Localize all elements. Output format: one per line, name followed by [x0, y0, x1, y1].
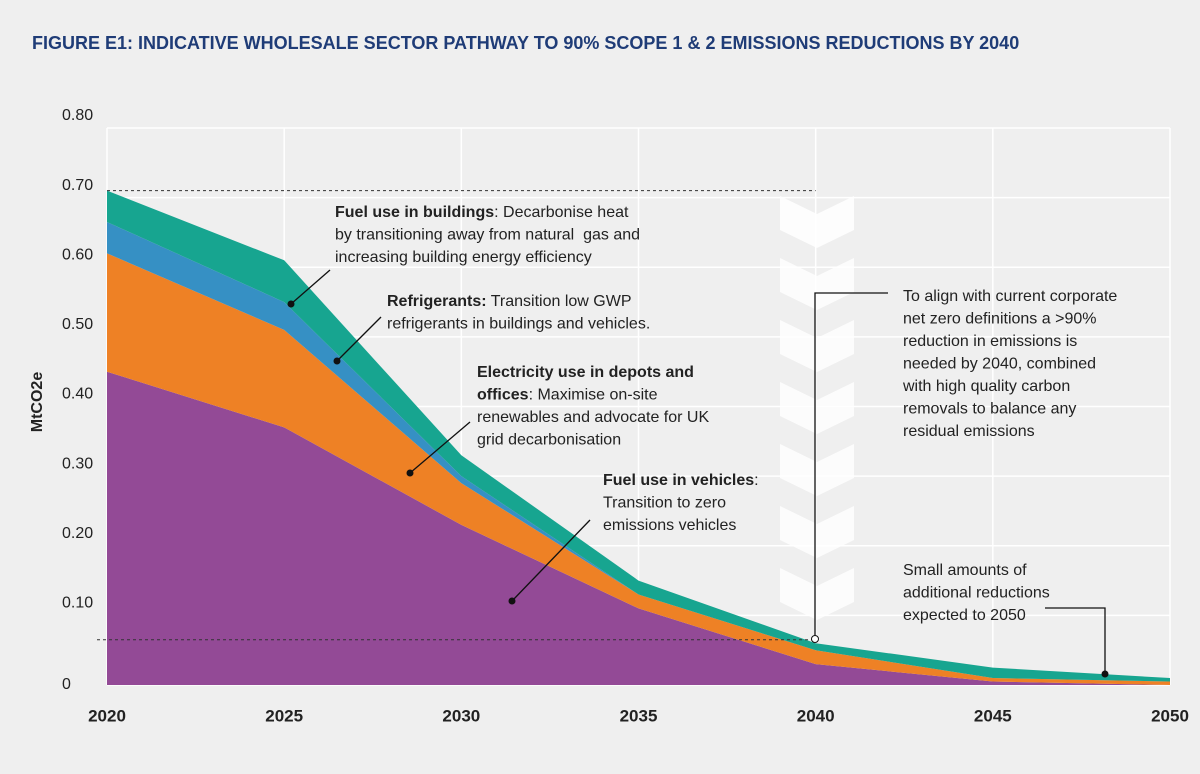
annotation-line: refrigerants in buildings and vehicles.: [387, 316, 650, 333]
y-tick-label: 0.10: [62, 595, 93, 612]
annotation-text: refrigerants in buildings and vehicles.: [387, 316, 650, 333]
annotation-text: with high quality carbon: [902, 378, 1070, 395]
y-tick-label: 0.80: [62, 107, 93, 124]
annotation-text: To align with current corporate: [903, 288, 1117, 305]
annotation-line: renewables and advocate for UK: [477, 409, 709, 426]
y-tick-label: 0: [62, 676, 71, 693]
x-tick-label: 2045: [974, 706, 1012, 725]
annotation-line: by transitioning away from natural gas a…: [335, 227, 640, 244]
annotation-text: Small amounts of: [903, 562, 1027, 579]
y-tick-label: 0.50: [62, 316, 93, 333]
chevrons: [780, 196, 854, 620]
annotation-text: expected to 2050: [903, 607, 1026, 624]
annotation-text: residual emissions: [903, 423, 1035, 440]
annotation-text: grid decarbonisation: [477, 432, 621, 449]
x-tick-label: 2020: [88, 706, 126, 725]
annotation-text: renewables and advocate for UK: [477, 409, 709, 426]
y-tick-label: 0.70: [62, 177, 93, 194]
annotation-line: Small amounts of: [903, 562, 1027, 579]
pointer-dots: [287, 300, 1109, 678]
annotation-bold: Refrigerants:: [387, 293, 487, 310]
annotation-line: removals to balance any: [903, 401, 1076, 418]
annotation-line: additional reductions: [903, 585, 1050, 602]
annotation-line: residual emissions: [903, 423, 1035, 440]
y-tick-label: 0.40: [62, 386, 93, 403]
annotation-line: To align with current corporate: [903, 288, 1117, 305]
area: [107, 253, 1170, 685]
x-tick-label: 2025: [265, 706, 303, 725]
x-tick-label: 2030: [442, 706, 480, 725]
annotation-text: by transitioning away from natural gas a…: [335, 227, 640, 244]
annotation-text: : Maximise on-site: [529, 387, 658, 404]
annotation-line: Fuel use in vehicles:: [603, 472, 759, 489]
annotation-bold: offices: [477, 387, 529, 404]
x-tick-label: 2035: [620, 706, 658, 725]
annotation-text: increasing building energy efficiency: [335, 249, 592, 266]
annotation-bold: Fuel use in vehicles: [603, 472, 754, 489]
x-tick-label: 2050: [1151, 706, 1189, 725]
annotation-line: Refrigerants: Transition low GWP: [387, 293, 632, 310]
annotation-line: Fuel use in buildings: Decarbonise heat: [335, 204, 629, 221]
y-tick-label: 0.20: [62, 525, 93, 542]
annotations: Fuel use in buildings: Decarbonise heat b…: [335, 204, 1117, 624]
chart-title: FIGURE E1: INDICATIVE WHOLESALE SECTOR P…: [32, 33, 1019, 53]
annotation-text: net zero definitions a >90%: [903, 311, 1096, 328]
annotation-line: offices: Maximise on-site: [477, 387, 658, 404]
y-tick-label: 0.60: [62, 246, 93, 263]
annotation-text: Transition to zero: [603, 495, 726, 512]
y-tick-label: 0.30: [62, 455, 93, 472]
area: [107, 371, 1170, 685]
reference-lines: [97, 190, 816, 641]
annotation-line: grid decarbonisation: [477, 432, 621, 449]
annotation-text: Transition low GWP: [487, 293, 632, 310]
annotation-bold: Fuel use in buildings: [335, 204, 494, 221]
annotation-text: removals to balance any: [903, 401, 1076, 418]
annotation-line: net zero definitions a >90%: [903, 311, 1096, 328]
annotation-line: emissions vehicles: [603, 517, 736, 534]
annotation-text: : Decarbonise heat: [494, 204, 629, 221]
annotation-text: reduction in emissions is: [903, 333, 1077, 350]
annotation-line: expected to 2050: [903, 607, 1026, 624]
pointers: [290, 269, 1106, 674]
annotation-line: increasing building energy efficiency: [335, 249, 592, 266]
areas: [107, 190, 1170, 685]
annotation-line: needed by 2040, combined: [903, 356, 1096, 373]
annotation-bold: Electricity use in depots and: [477, 364, 694, 381]
annotation-line: Transition to zero: [603, 495, 726, 512]
annotation-line: Electricity use in depots and: [477, 364, 694, 381]
area: [107, 190, 1170, 682]
annotation-text: additional reductions: [903, 585, 1050, 602]
annotation-line: with high quality carbon: [902, 378, 1070, 395]
y-axis-label: MtCO2e: [29, 372, 46, 433]
annotation-line: reduction in emissions is: [903, 333, 1077, 350]
annotation-text: :: [754, 472, 758, 489]
annotation-text: emissions vehicles: [603, 517, 736, 534]
x-tick-label: 2040: [797, 706, 835, 725]
annotation-text: needed by 2040, combined: [903, 356, 1096, 373]
